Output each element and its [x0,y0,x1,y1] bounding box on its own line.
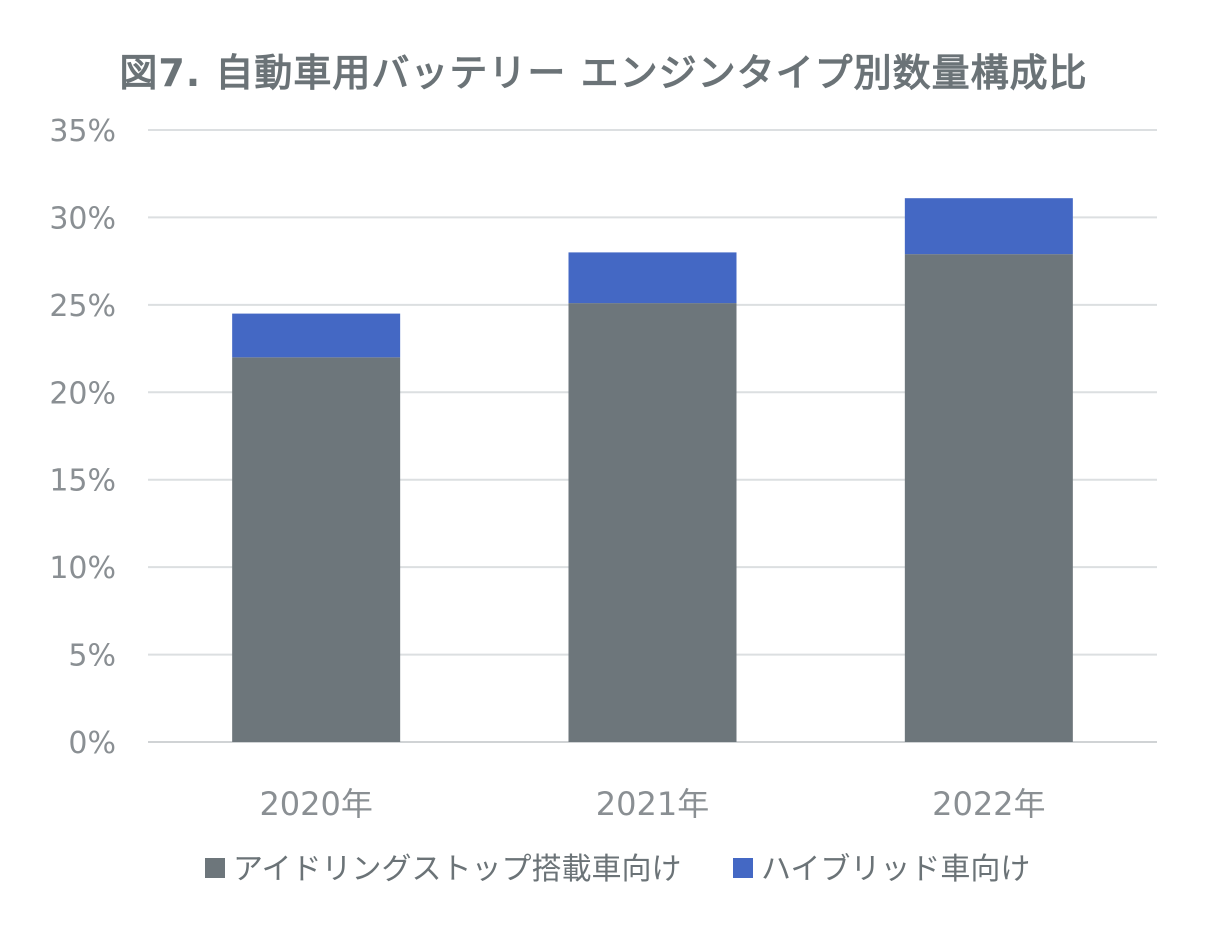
legend-swatch [205,858,225,878]
bar-segment-hybrid [904,198,1073,255]
legend-label: アイドリングストップ搭載車向け [233,852,682,887]
bar-segment-hybrid [568,252,737,304]
bar-segment-idling-stop [568,303,737,742]
y-tick-label: 5% [68,639,116,674]
legend-swatch [733,858,753,878]
chart-title: 図7. 自動車用バッテリー エンジンタイプ別数量構成比 [119,51,1088,95]
y-tick-label: 15% [49,464,116,499]
y-axis-ticks: 0% 5% 10% 15% 20% 25% 30% 35% [49,114,116,761]
y-tick-label: 10% [49,551,116,586]
x-category-label: 2021年 [596,785,709,823]
bars [232,198,1073,743]
y-tick-label: 25% [49,289,116,324]
x-category-label: 2020年 [259,785,372,823]
y-tick-label: 30% [49,201,116,236]
legend-label: ハイブリッド車向け [761,852,1030,887]
y-tick-label: 0% [68,726,116,761]
x-category-label: 2022年 [932,785,1045,823]
bar-segment-idling-stop [232,357,401,742]
legend: アイドリングストップ搭載車向け ハイブリッド車向け [205,852,1030,887]
bar-segment-hybrid [232,313,401,358]
y-tick-label: 20% [49,376,116,411]
x-axis-categories: 2020年 2021年 2022年 [259,785,1045,823]
bar-segment-idling-stop [904,254,1073,743]
y-tick-label: 35% [49,114,116,149]
